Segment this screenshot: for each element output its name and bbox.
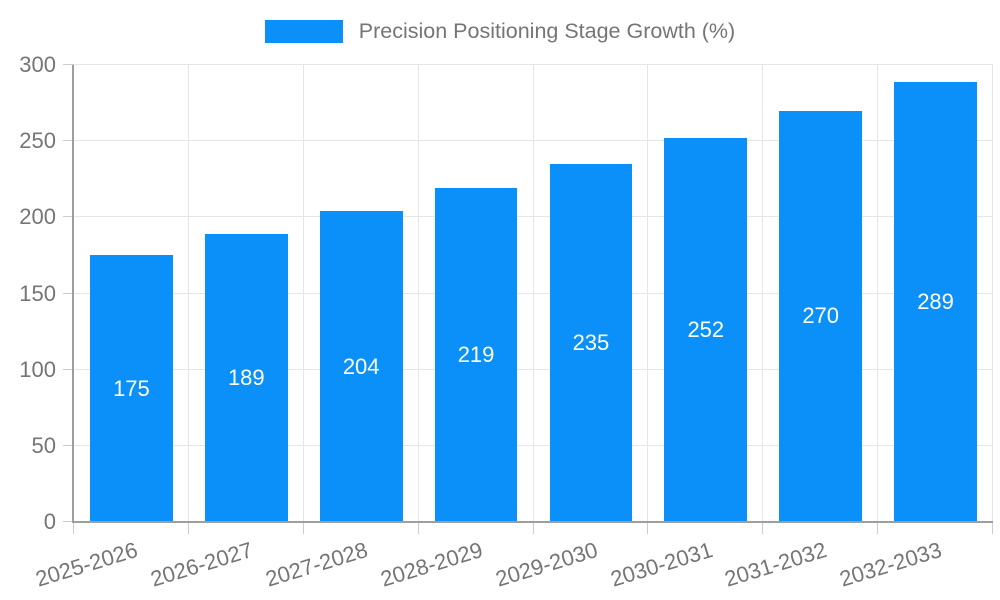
bar: 235 [549,164,633,522]
y-axis-line [72,65,74,522]
bar: 289 [894,81,977,522]
x-tick-label: 2028-2029 [377,537,486,592]
bar: 189 [204,234,288,522]
x-tick-label: 2025-2026 [32,537,141,592]
y-tick [63,293,74,294]
x-tick [418,523,419,534]
legend-swatch [264,20,343,43]
bar-value-label: 204 [342,353,380,379]
plot-area: 175 189 204 219 235 252 270 289 [74,64,993,522]
y-tick [63,369,74,370]
bar-value-label: 289 [917,288,954,314]
vertical-gridline [532,65,534,522]
bar: 204 [319,211,403,522]
x-tick-label: 2026-2027 [147,537,256,592]
bar-value-label: 175 [113,375,150,401]
horizontal-gridline [74,140,993,142]
bar-value-label: 270 [802,303,840,329]
y-tick-label: 250 [19,128,56,154]
horizontal-gridline [74,64,993,65]
x-tick-label: 2029-2030 [492,537,601,592]
legend: Precision Positioning Stage Growth (%) [0,19,1000,44]
bar: 270 [779,110,863,522]
vertical-gridline [762,65,764,522]
x-axis-line [72,521,993,523]
bar: 175 [90,255,173,522]
x-tick-label: 2030-2031 [607,537,716,592]
vertical-gridline [877,65,879,522]
y-tick-label: 150 [19,280,56,306]
y-tick-label: 100 [19,356,56,382]
bar: 219 [434,188,518,522]
horizontal-gridline [74,292,993,294]
vertical-gridline [187,65,189,522]
x-tick [762,523,763,534]
y-tick-label: 300 [19,52,56,77]
x-tick [188,523,189,534]
x-tick [647,523,648,534]
y-tick-label: 50 [31,432,56,458]
horizontal-gridline [74,368,993,370]
x-tick [533,523,534,534]
y-tick [63,521,74,522]
x-tick-label: 2027-2028 [262,537,371,592]
y-tick-label: 0 [43,509,56,534]
horizontal-gridline [74,444,993,446]
bar: 252 [664,138,748,522]
bar-value-label: 252 [687,317,725,343]
x-tick [992,523,993,534]
bar-value-label: 219 [457,342,495,368]
y-tick [63,216,74,217]
x-tick [877,523,878,534]
y-tick [63,140,74,141]
y-tick [63,445,74,446]
y-tick [63,64,74,65]
horizontal-gridline [74,216,993,218]
x-tick [73,523,74,534]
y-tick-label: 200 [19,204,56,230]
bar-value-label: 189 [227,365,265,391]
x-tick-label: 2032-2033 [836,537,945,592]
vertical-gridline [417,65,419,522]
vertical-gridline [647,65,649,522]
x-tick-label: 2031-2032 [722,537,830,592]
bar-value-label: 235 [572,330,610,356]
vertical-gridline [302,65,304,522]
vertical-gridline [992,65,993,522]
x-tick [303,523,304,534]
legend-label: Precision Positioning Stage Growth (%) [358,19,736,43]
